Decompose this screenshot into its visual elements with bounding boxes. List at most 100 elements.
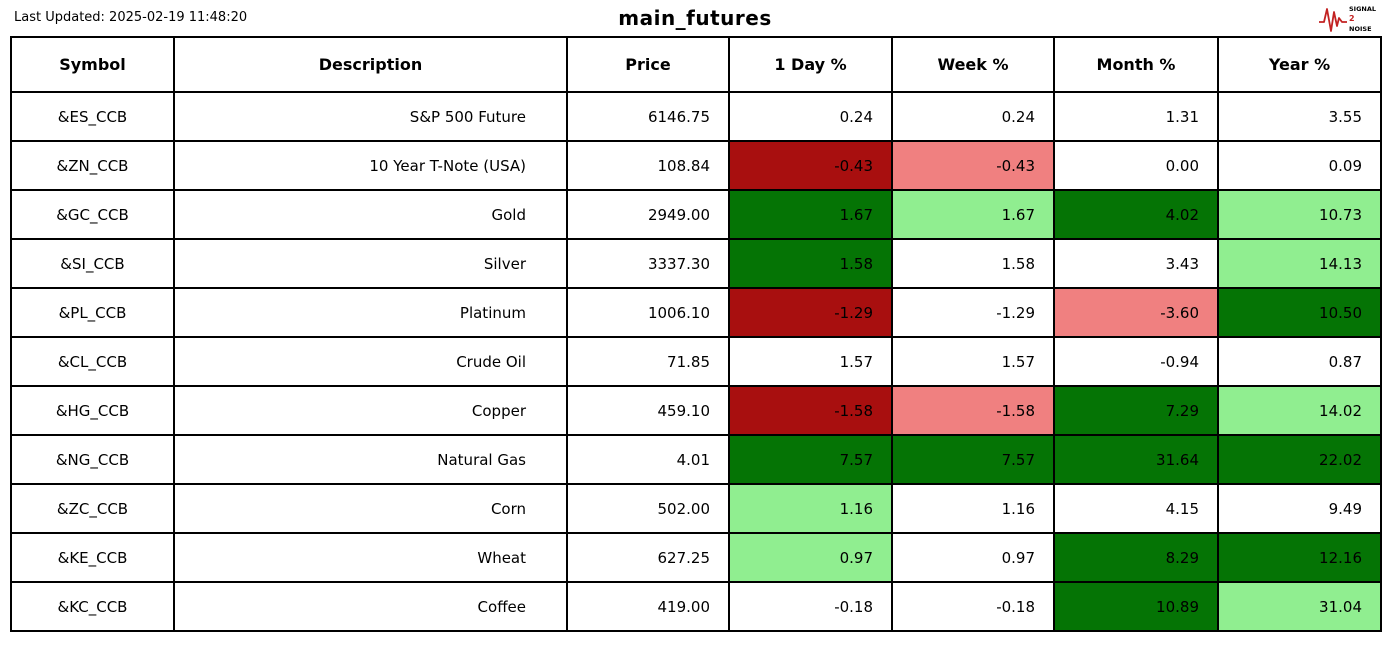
last-updated-text: Last Updated: 2025-02-19 11:48:20 [14,10,248,25]
year-pct-cell: 9.49 [1217,483,1382,534]
table-row: &KE_CCB Wheat 627.25 0.97 0.97 8.29 12.16 [10,532,1382,583]
month-pct-cell: 4.02 [1053,189,1219,240]
description-cell: Natural Gas [173,434,568,485]
header-row: Symbol Description Price 1 Day % Week % … [10,36,1382,93]
price-cell: 6146.75 [566,91,730,142]
price-cell: 71.85 [566,336,730,387]
month-pct-cell: 3.43 [1053,238,1219,289]
month-pct-cell: 8.29 [1053,532,1219,583]
col-header-symbol: Symbol [10,36,175,93]
week-pct-cell: -1.58 [891,385,1055,436]
table-row: &NG_CCB Natural Gas 4.01 7.57 7.57 31.64 22.02 [10,434,1382,485]
price-cell: 627.25 [566,532,730,583]
table-row: &SI_CCB Silver 3337.30 1.58 1.58 3.43 14.13 [10,238,1382,289]
symbol-cell: &KC_CCB [10,581,175,632]
day-pct-cell: 1.57 [728,336,893,387]
table-row: &CL_CCB Crude Oil 71.85 1.57 1.57 -0.94 0.87 [10,336,1382,387]
description-cell: Platinum [173,287,568,338]
day-pct-cell: -0.18 [728,581,893,632]
year-pct-cell: 14.13 [1217,238,1382,289]
month-pct-cell: -3.60 [1053,287,1219,338]
description-cell: Crude Oil [173,336,568,387]
col-header-month: Month % [1053,36,1219,93]
symbol-cell: &ZN_CCB [10,140,175,191]
month-pct-cell: -0.94 [1053,336,1219,387]
col-header-price: Price [566,36,730,93]
symbol-cell: &NG_CCB [10,434,175,485]
price-cell: 459.10 [566,385,730,436]
description-cell: 10 Year T-Note (USA) [173,140,568,191]
price-cell: 2949.00 [566,189,730,240]
year-pct-cell: 0.09 [1217,140,1382,191]
waveform-icon [1319,8,1347,32]
symbol-cell: &GC_CCB [10,189,175,240]
year-pct-cell: 12.16 [1217,532,1382,583]
week-pct-cell: 1.16 [891,483,1055,534]
description-cell: Corn [173,483,568,534]
month-pct-cell: 4.15 [1053,483,1219,534]
table-row: &ES_CCB S&P 500 Future 6146.75 0.24 0.24 1.31… [10,91,1382,142]
symbol-cell: &PL_CCB [10,287,175,338]
description-cell: Coffee [173,581,568,632]
price-cell: 4.01 [566,434,730,485]
price-cell: 3337.30 [566,238,730,289]
year-pct-cell: 3.55 [1217,91,1382,142]
col-header-week: Week % [891,36,1055,93]
description-cell: Silver [173,238,568,289]
year-pct-cell: 10.50 [1217,287,1382,338]
table-row: &HG_CCB Copper 459.10 -1.58 -1.58 7.29 14.02 [10,385,1382,436]
logo-word-2: 2 [1349,14,1355,23]
week-pct-cell: -0.18 [891,581,1055,632]
month-pct-cell: 0.00 [1053,140,1219,191]
month-pct-cell: 1.31 [1053,91,1219,142]
page-title: main_futures [618,6,772,30]
signal2noise-logo: SIGNAL 2 NOISE [1319,5,1376,33]
logo-word-noise: NOISE [1349,25,1372,33]
month-pct-cell: 7.29 [1053,385,1219,436]
price-cell: 502.00 [566,483,730,534]
week-pct-cell: 7.57 [891,434,1055,485]
day-pct-cell: -1.29 [728,287,893,338]
year-pct-cell: 10.73 [1217,189,1382,240]
symbol-cell: &ZC_CCB [10,483,175,534]
day-pct-cell: -0.43 [728,140,893,191]
description-cell: Copper [173,385,568,436]
week-pct-cell: 1.58 [891,238,1055,289]
description-cell: S&P 500 Future [173,91,568,142]
week-pct-cell: -1.29 [891,287,1055,338]
top-bar: Last Updated: 2025-02-19 11:48:20 main_f… [0,0,1390,36]
year-pct-cell: 31.04 [1217,581,1382,632]
symbol-cell: &SI_CCB [10,238,175,289]
table-row: &ZN_CCB 10 Year T-Note (USA) 108.84 -0.43 -0… [10,140,1382,191]
symbol-cell: &HG_CCB [10,385,175,436]
table-header: Symbol Description Price 1 Day % Week % … [10,36,1382,93]
futures-table-body: &ES_CCB S&P 500 Future 6146.75 0.24 0.24 1.31… [10,91,1382,632]
week-pct-cell: -0.43 [891,140,1055,191]
logo-word-signal: SIGNAL [1349,5,1376,13]
year-pct-cell: 14.02 [1217,385,1382,436]
table-row: &KC_CCB Coffee 419.00 -0.18 -0.18 10.89 31.04 [10,581,1382,632]
price-cell: 1006.10 [566,287,730,338]
day-pct-cell: 1.67 [728,189,893,240]
day-pct-cell: -1.58 [728,385,893,436]
year-pct-cell: 22.02 [1217,434,1382,485]
day-pct-cell: 7.57 [728,434,893,485]
week-pct-cell: 1.67 [891,189,1055,240]
day-pct-cell: 1.16 [728,483,893,534]
price-cell: 108.84 [566,140,730,191]
day-pct-cell: 0.24 [728,91,893,142]
table-row: &PL_CCB Platinum 1006.10 -1.29 -1.29 -3.60 10.… [10,287,1382,338]
month-pct-cell: 10.89 [1053,581,1219,632]
table-row: &GC_CCB Gold 2949.00 1.67 1.67 4.02 10.73 [10,189,1382,240]
description-cell: Wheat [173,532,568,583]
year-pct-cell: 0.87 [1217,336,1382,387]
week-pct-cell: 0.24 [891,91,1055,142]
day-pct-cell: 0.97 [728,532,893,583]
symbol-cell: &ES_CCB [10,91,175,142]
description-cell: Gold [173,189,568,240]
table-row: &ZC_CCB Corn 502.00 1.16 1.16 4.15 9.49 [10,483,1382,534]
month-pct-cell: 31.64 [1053,434,1219,485]
col-header-1day: 1 Day % [728,36,893,93]
week-pct-cell: 1.57 [891,336,1055,387]
symbol-cell: &KE_CCB [10,532,175,583]
